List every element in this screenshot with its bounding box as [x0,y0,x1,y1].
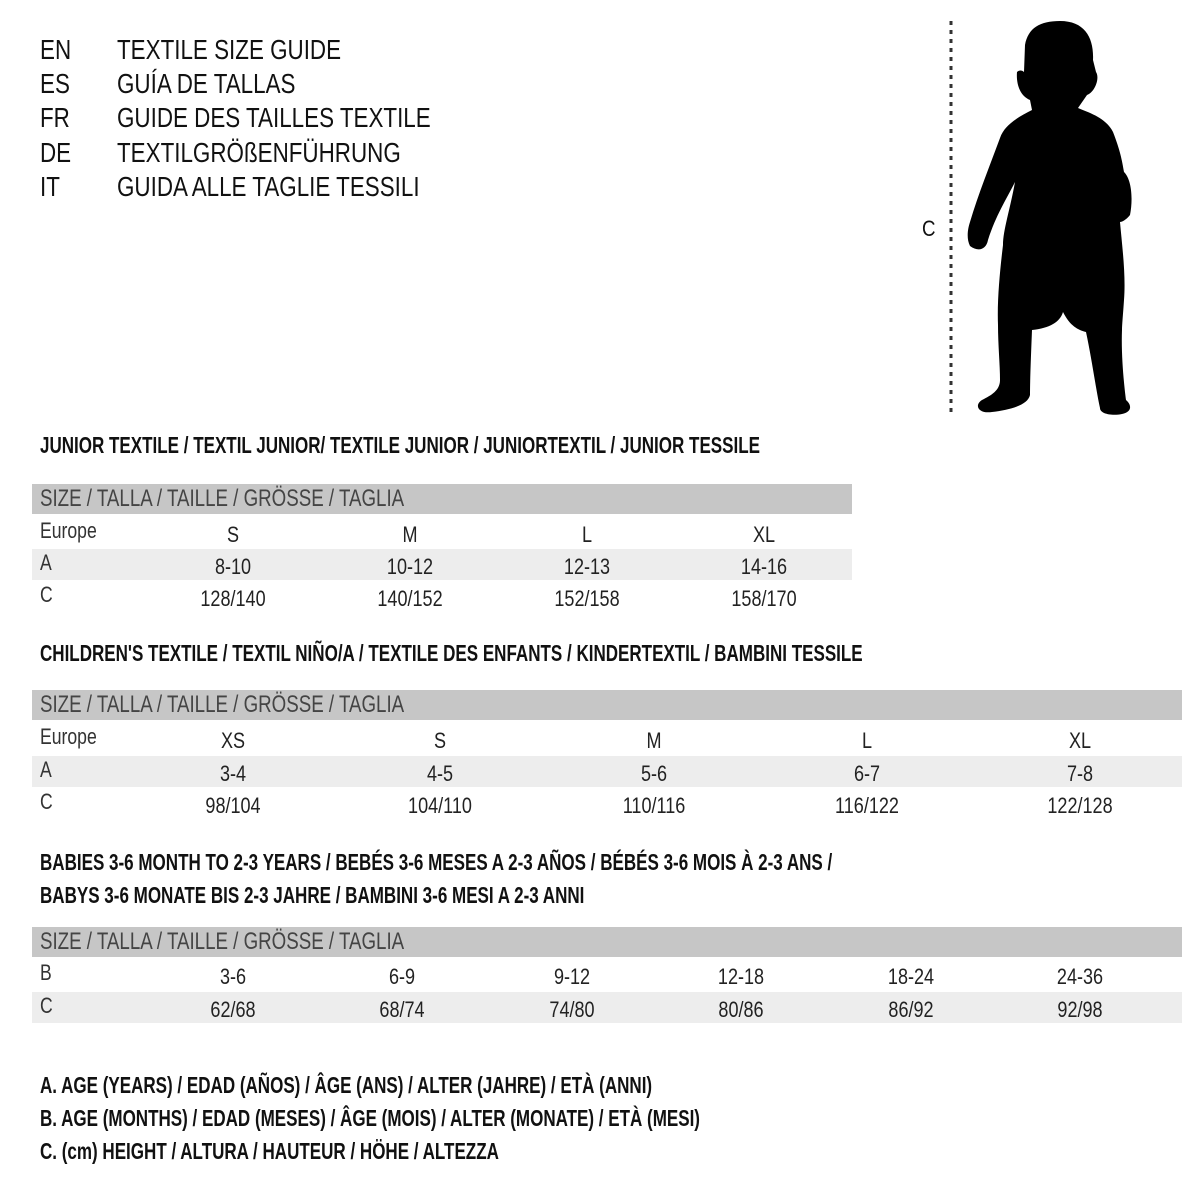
lang-code: DE [40,137,72,168]
section-title: BABYS 3-6 MONATE BIS 2-3 JAHRE / BAMBINI… [40,882,585,908]
table-cell: 122/128 [1047,793,1113,818]
child-silhouette-icon [949,21,1132,415]
table-row: A 8-10 10-12 12-13 14-16 [32,549,852,580]
table-cell: 158/170 [731,586,797,611]
table-cell: 4-5 [426,761,454,786]
table-row: Europe S M L XL [32,517,852,548]
table-cell: 80/86 [718,997,764,1022]
section-title: BABIES 3-6 MONTH TO 2-3 YEARS / BEBÉS 3-… [40,849,833,875]
table-cell: XL [752,522,776,547]
table-cell: L [861,728,873,753]
lang-code: IT [40,171,60,202]
size-header-label: SIZE / TALLA / TAILLE / GRÖSSE / TAGLIA [40,691,405,718]
table-cell: 116/122 [835,793,899,818]
section-title: JUNIOR TEXTILE / TEXTIL JUNIOR/ TEXTILE … [40,432,760,458]
lang-code: EN [40,34,72,65]
legend-c: C. (cm) HEIGHT / ALTURA / HAUTEUR / HÖHE… [40,1138,499,1164]
table-cell: 8-10 [214,554,252,579]
size-header-band: SIZE / TALLA / TAILLE / GRÖSSE / TAGLIA [32,690,1182,720]
table-cell: 62/68 [210,997,256,1022]
row-label: C [40,582,53,607]
table-cell: 152/158 [554,586,620,611]
table-cell: 86/92 [888,997,934,1022]
table-cell: 18-24 [887,964,935,989]
table-cell: M [402,522,418,547]
legend-b: B. AGE (MONTHS) / EDAD (MESES) / ÂGE (MO… [40,1105,700,1131]
table-cell: L [581,522,593,547]
table-cell: 10-12 [386,554,434,579]
table-row: B 3-6 6-9 9-12 12-18 18-24 24-36 [32,959,1182,990]
table-cell: 24-36 [1056,964,1104,989]
lang-code: FR [40,102,70,133]
table-cell: 9-12 [553,964,591,989]
table-cell: XS [220,728,246,753]
table-cell: 92/98 [1057,997,1103,1022]
lang-title: TEXTILGRÖßENFÜHRUNG [117,137,401,168]
table-cell: 14-16 [740,554,788,579]
size-header-label: SIZE / TALLA / TAILLE / GRÖSSE / TAGLIA [40,928,405,955]
table-cell: 110/116 [622,793,686,818]
row-label: Europe [40,518,97,543]
table-row: Europe XS S M L XL [32,723,1182,754]
table-cell: 140/152 [377,586,443,611]
table-cell: 98/104 [205,793,261,818]
legend-a: A. AGE (YEARS) / EDAD (AÑOS) / ÂGE (ANS)… [40,1072,653,1098]
table-row: C 98/104 104/110 110/116 116/122 122/128 [32,788,1182,819]
table-row: C 128/140 140/152 152/158 158/170 [32,581,852,612]
measure-label: C [922,216,936,241]
table-cell: 74/80 [549,997,595,1022]
size-header-label: SIZE / TALLA / TAILLE / GRÖSSE / TAGLIA [40,485,405,512]
table-cell: XL [1068,728,1092,753]
table-cell: S [226,522,240,547]
lang-title: GUÍA DE TALLAS [117,68,296,99]
table-cell: 6-7 [853,761,881,786]
table-row: C 62/68 68/74 74/80 80/86 86/92 92/98 [32,992,1182,1023]
table-cell: 12-18 [717,964,765,989]
table-cell: 3-6 [219,964,247,989]
row-label: C [40,789,53,814]
row-label: C [40,993,53,1018]
lang-title: GUIDE DES TAILLES TEXTILE [117,102,431,133]
table-cell: S [433,728,447,753]
table-cell: 104/110 [408,793,472,818]
row-label: A [40,550,52,575]
table-cell: 12-13 [563,554,611,579]
table-cell: 68/74 [379,997,425,1022]
lang-title: GUIDA ALLE TAGLIE TESSILI [117,171,420,202]
table-cell: 7-8 [1066,761,1094,786]
row-label: A [40,757,52,782]
table-cell: M [646,728,662,753]
row-label: B [40,960,52,985]
height-figure: C [900,0,1200,430]
table-row: A 3-4 4-5 5-6 6-7 7-8 [32,756,1182,787]
lang-code: ES [40,68,70,99]
table-cell: 3-4 [219,761,247,786]
size-header-band: SIZE / TALLA / TAILLE / GRÖSSE / TAGLIA [32,927,1182,957]
table-cell: 5-6 [640,761,668,786]
size-header-band: SIZE / TALLA / TAILLE / GRÖSSE / TAGLIA [32,484,852,514]
table-cell: 128/140 [200,586,266,611]
child-silhouette [967,21,1132,415]
table-cell: 6-9 [388,964,416,989]
section-title: CHILDREN'S TEXTILE / TEXTIL NIÑO/A / TEX… [40,640,863,666]
row-label: Europe [40,724,97,749]
lang-title: TEXTILE SIZE GUIDE [117,34,342,65]
